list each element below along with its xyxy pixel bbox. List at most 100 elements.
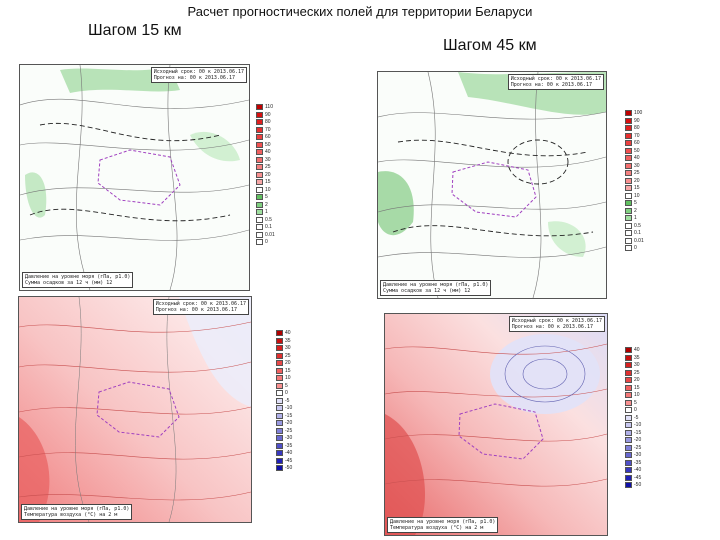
legend-label: -50	[285, 465, 293, 471]
precip45-info-top-2: Прогноз на: 00 к 2013.06.17	[510, 82, 592, 88]
legend-label: 20	[265, 171, 271, 178]
legend-label: 0.1	[265, 224, 272, 230]
legend-label: 30	[634, 162, 640, 169]
temperature-map-45km: Исходный срок: 00 к 2013.06.17 Прогноз н…	[384, 313, 608, 536]
legend-swatch	[276, 337, 283, 344]
legend-swatch	[625, 170, 632, 176]
legend-label: 20	[634, 177, 640, 184]
legend-label: -15	[634, 429, 642, 436]
temp45-info-top-2: Прогноз на: 00 к 2013.06.17	[511, 324, 593, 330]
legend-swatch	[276, 465, 283, 471]
legend-swatch	[256, 104, 263, 110]
legend-swatch	[625, 354, 632, 361]
legend-label: 15	[285, 367, 291, 374]
legend-swatch	[625, 215, 632, 221]
legend-swatch	[256, 156, 263, 163]
legend-label: 30	[265, 156, 271, 163]
legend-label: 40	[265, 149, 271, 155]
legend-swatch	[276, 330, 283, 336]
legend-label: 15	[265, 179, 271, 185]
legend-label: 40	[634, 155, 640, 161]
legend-swatch	[625, 230, 632, 236]
legend-swatch	[625, 377, 632, 383]
legend-swatch	[625, 467, 632, 473]
legend-label: -20	[285, 420, 293, 426]
legend-swatch	[625, 147, 632, 154]
legend-label: 5	[285, 382, 288, 389]
legend-swatch	[625, 162, 632, 169]
legend-swatch	[256, 216, 263, 223]
legend-swatch	[256, 126, 263, 133]
legend-swatch	[256, 171, 263, 178]
legend-label: 10	[265, 186, 271, 193]
legend-swatch	[625, 422, 632, 428]
precip45-info-bottom-1: Давление на уровне моря (гПа, р1.0)	[383, 282, 489, 288]
legend-swatch	[256, 119, 263, 125]
legend-swatch	[625, 155, 632, 161]
legend-label: 90	[634, 117, 640, 124]
legend-swatch	[625, 459, 632, 466]
legend-label: 1	[265, 209, 268, 215]
legend-swatch	[276, 367, 283, 374]
precip15-info-top-2: Прогноз на: 00 к 2013.06.17	[153, 75, 235, 81]
legend-label: 25	[285, 352, 291, 359]
legend-swatch	[625, 192, 632, 199]
legend-swatch	[625, 185, 632, 191]
precip-map-15km-field	[20, 65, 249, 290]
legend-swatch	[625, 140, 632, 146]
legend-swatch	[625, 132, 632, 139]
legend-swatch	[625, 207, 632, 214]
legend-label: 0.5	[265, 216, 272, 223]
legend-label: 10	[634, 192, 640, 199]
legend-swatch	[625, 392, 632, 398]
legend-label: 70	[634, 132, 640, 139]
legend-label: -5	[285, 397, 290, 404]
legend-swatch	[625, 474, 632, 481]
temp15-info-top-1: Исходный срок: 00 к 2013.06.17	[155, 301, 246, 307]
legend-label: 30	[285, 345, 291, 351]
precip45-info-top-1: Исходный срок: 00 к 2013.06.17	[510, 76, 601, 82]
legend-swatch	[625, 200, 632, 206]
legend-swatch	[625, 347, 632, 353]
temp15-info-bottom-1: Давление на уровне моря (гПа, р1.0)	[24, 506, 130, 512]
legend-label: 0.5	[634, 222, 641, 229]
precip15-info-top-1: Исходный срок: 00 к 2013.06.17	[153, 69, 244, 75]
legend-label: 100	[634, 110, 643, 116]
legend-label: 35	[285, 337, 291, 344]
legend-label: 80	[634, 125, 640, 131]
legend-label: 20	[285, 360, 291, 366]
legend-label: 5	[634, 200, 637, 206]
legend-swatch	[256, 224, 263, 230]
legend-label: -25	[285, 427, 293, 434]
legend-label: -45	[285, 457, 293, 464]
legend-label: 0	[265, 239, 268, 245]
legend-label: 10	[285, 375, 291, 381]
legend-swatch	[625, 362, 632, 368]
legend-label: 1	[634, 215, 637, 221]
legend-swatch	[256, 164, 263, 170]
legend-label: -40	[285, 450, 293, 456]
legend-swatch	[276, 457, 283, 464]
temperature-map-15km: Исходный срок: 00 к 2013.06.17 Прогноз н…	[18, 296, 252, 523]
legend-label: 25	[265, 164, 271, 170]
legend-label: 30	[634, 362, 640, 368]
precip15-info-bottom-2: Сумма осадков за 12 ч (мм) 12	[25, 280, 113, 286]
temp15-info-top-2: Прогноз на: 00 к 2013.06.17	[155, 307, 237, 313]
legend-label: -45	[634, 474, 642, 481]
legend-label: 15	[634, 384, 640, 391]
legend-swatch	[625, 110, 632, 116]
legend-label: 0.01	[265, 231, 275, 238]
left-column-heading: Шагом 15 км	[88, 22, 182, 39]
legend-swatch	[625, 452, 632, 458]
legend-label: 5	[634, 399, 637, 406]
legend-label: 90	[265, 111, 271, 118]
legend-label: 70	[265, 126, 271, 133]
legend-swatch	[625, 177, 632, 184]
right-column-heading: Шагом 45 км	[443, 37, 537, 54]
legend-swatch	[276, 435, 283, 441]
legend-swatch	[256, 194, 263, 200]
legend-swatch	[256, 231, 263, 238]
legend-label: 20	[634, 377, 640, 383]
legend-swatch	[256, 201, 263, 208]
legend-swatch	[625, 414, 632, 421]
